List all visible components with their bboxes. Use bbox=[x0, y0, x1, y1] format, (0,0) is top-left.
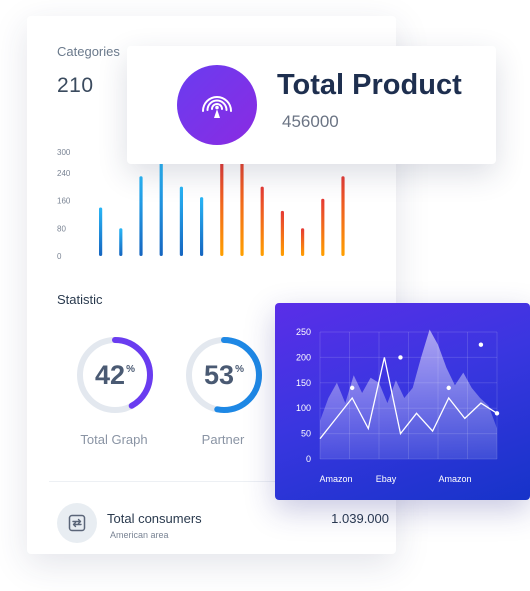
bar bbox=[200, 197, 204, 256]
signal-icon bbox=[177, 65, 257, 145]
area-chart: 0 50 100 150 200 250 Amazon Ebay Amazon bbox=[296, 327, 500, 484]
data-point bbox=[398, 355, 403, 360]
partner-caption: Partner bbox=[201, 432, 245, 447]
ring-number: 42 bbox=[95, 359, 126, 390]
bar bbox=[280, 210, 284, 256]
x-tick-label: Amazon bbox=[438, 474, 471, 484]
refresh-icon bbox=[57, 503, 97, 543]
data-point bbox=[494, 411, 500, 416]
y-tick-label: 0 bbox=[306, 454, 311, 464]
consumers-subtitle: American area bbox=[110, 530, 169, 540]
bar bbox=[179, 186, 183, 256]
x-tick-label: Ebay bbox=[376, 474, 397, 484]
bar bbox=[159, 162, 163, 256]
ring-progress bbox=[77, 337, 153, 413]
product-title: Total Product bbox=[277, 69, 462, 101]
total-graph-ring: 42 % bbox=[75, 335, 155, 415]
ring-progress bbox=[186, 337, 262, 413]
product-value: 456000 bbox=[282, 112, 339, 131]
categories-label: Categories bbox=[57, 44, 120, 59]
bar-chart: 0 80 160 240 300 bbox=[57, 148, 345, 261]
y-tick-label: 300 bbox=[57, 148, 71, 157]
y-tick-label: 0 bbox=[57, 252, 62, 261]
total-graph-caption: Total Graph bbox=[80, 432, 148, 447]
area-series bbox=[320, 329, 497, 459]
ring-graphic bbox=[77, 337, 153, 413]
y-tick-label: 80 bbox=[57, 224, 66, 233]
y-tick-label: 100 bbox=[296, 403, 311, 413]
categories-value: 210 bbox=[57, 74, 94, 97]
y-tick-label: 240 bbox=[57, 169, 71, 178]
line-series bbox=[319, 357, 498, 440]
divider bbox=[49, 481, 396, 482]
bar bbox=[99, 207, 103, 256]
bar bbox=[139, 176, 143, 256]
y-tick-label: 160 bbox=[57, 197, 71, 206]
bar bbox=[119, 228, 123, 256]
area-chart-card: 0 50 100 150 200 250 Amazon Ebay Amazon bbox=[275, 303, 530, 500]
consumers-value: 1.039.000 bbox=[331, 511, 389, 526]
ring-graphic bbox=[186, 337, 262, 413]
y-tick-label: 200 bbox=[296, 352, 311, 362]
ring-unit: % bbox=[126, 364, 135, 375]
bar bbox=[341, 176, 345, 256]
y-tick-label: 150 bbox=[296, 378, 311, 388]
bar bbox=[301, 228, 305, 256]
y-tick-label: 50 bbox=[301, 429, 311, 439]
partner-ring: 53 % bbox=[184, 335, 264, 415]
data-point bbox=[349, 385, 355, 391]
y-tick-label: 250 bbox=[296, 327, 311, 337]
data-point bbox=[446, 385, 451, 391]
statistic-label: Statistic bbox=[57, 292, 103, 307]
total-product-card: Total Product 456000 bbox=[127, 46, 496, 164]
bar bbox=[220, 162, 224, 256]
x-tick-label: Amazon bbox=[319, 474, 352, 484]
bar bbox=[260, 186, 264, 256]
consumers-title: Total consumers bbox=[107, 511, 202, 526]
ring-number: 53 bbox=[204, 359, 235, 390]
data-point bbox=[478, 342, 484, 347]
ring-unit: % bbox=[235, 364, 244, 375]
bar bbox=[321, 198, 325, 256]
bar bbox=[240, 152, 244, 256]
